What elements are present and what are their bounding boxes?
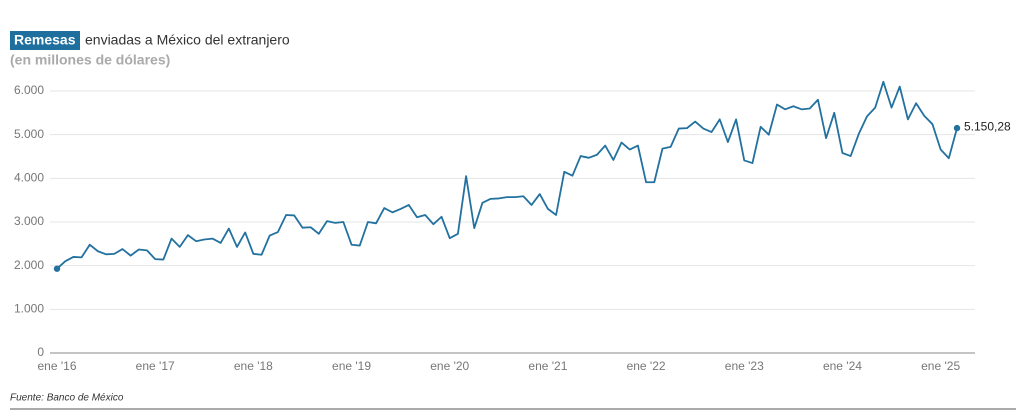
- y-tick-label: 2.000: [14, 258, 44, 272]
- chart-subtitle: (en millones de dólares): [10, 52, 170, 68]
- x-tick-label: ene '17: [136, 359, 175, 373]
- x-tick-label: ene '16: [38, 359, 77, 373]
- y-tick-label: 3.000: [14, 214, 44, 228]
- y-tick-label: 0: [37, 345, 44, 359]
- x-tick-label: ene '21: [528, 359, 567, 373]
- y-tick-label: 4.000: [14, 171, 44, 185]
- chart-title: enviadas a México del extranjero: [85, 32, 290, 48]
- x-tick-label: ene '22: [627, 359, 666, 373]
- end-dot: [53, 265, 61, 272]
- title-highlight: Remesas: [14, 32, 76, 48]
- y-tick-label: 6.000: [14, 83, 44, 97]
- title-highlight-box: [10, 31, 80, 50]
- end-dot: [953, 124, 961, 132]
- line: [56, 80, 958, 270]
- x-tick-label: ene '24: [823, 359, 862, 373]
- x-tick-label: ene '25: [921, 359, 960, 373]
- x-tick-label: ene '19: [332, 359, 371, 373]
- value-label: 5.150,28: [964, 119, 1011, 133]
- source: Fuente: Banco de México: [10, 393, 124, 404]
- y-tick-label: 1.000: [14, 302, 44, 316]
- x-tick-label: ene '20: [430, 359, 469, 373]
- x-tick-label: ene '18: [234, 359, 273, 373]
- x-tick-label: ene '23: [725, 359, 764, 373]
- y-tick-label: 5.000: [14, 127, 44, 141]
